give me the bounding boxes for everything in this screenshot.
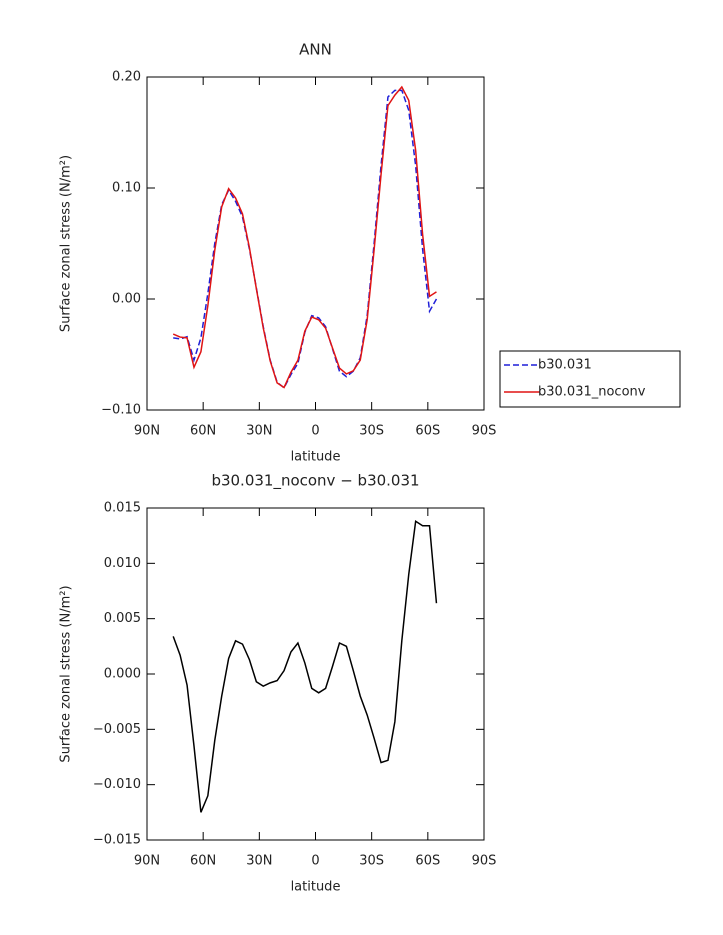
data-line [172, 85, 437, 389]
y-tick-label: 0.000 [104, 667, 141, 682]
data-line [173, 89, 438, 389]
y-tick-label: 0.20 [112, 70, 141, 85]
x-tick-label: 30S [359, 854, 384, 869]
chart-title: ANN [299, 41, 332, 59]
x-tick-label: 0 [311, 854, 319, 869]
x-tick-label: 60S [415, 424, 440, 439]
x-tick-label: 60S [415, 854, 440, 869]
x-tick-label: 30N [246, 854, 272, 869]
y-tick-label: 0.10 [112, 181, 141, 196]
x-tick-label: 0 [311, 424, 319, 439]
x-tick-label: 90N [134, 424, 160, 439]
x-tick-label: 90S [472, 854, 497, 869]
x-axis-label: latitude [291, 880, 341, 895]
y-tick-label: 0.005 [104, 611, 141, 626]
y-axis-label: Surface zonal stress (N/m²) [59, 155, 74, 332]
y-tick-label: 0.010 [104, 556, 141, 571]
y-tick-label: −0.005 [93, 722, 141, 737]
legend-box [499, 350, 681, 408]
x-tick-label: 60N [190, 854, 216, 869]
x-tick-label: 30S [359, 424, 384, 439]
y-tick-label: −0.010 [93, 777, 141, 792]
y-tick-label: −0.10 [101, 403, 141, 418]
x-axis-label: latitude [291, 450, 341, 465]
x-tick-label: 30N [246, 424, 272, 439]
y-tick-label: 0.00 [112, 292, 141, 307]
data-line [172, 520, 438, 813]
y-tick-label: −0.015 [93, 833, 141, 848]
chart-title: b30.031_noconv − b30.031 [211, 472, 419, 491]
x-tick-label: 90N [134, 854, 160, 869]
plot-frame [146, 507, 485, 841]
y-axis-label: Surface zonal stress (N/m²) [59, 585, 74, 762]
x-tick-label: 90S [472, 424, 497, 439]
x-tick-label: 60N [190, 424, 216, 439]
legend-label: b30.031 [538, 358, 592, 373]
y-tick-label: 0.015 [104, 501, 141, 516]
legend-label: b30.031_noconv [538, 385, 646, 400]
